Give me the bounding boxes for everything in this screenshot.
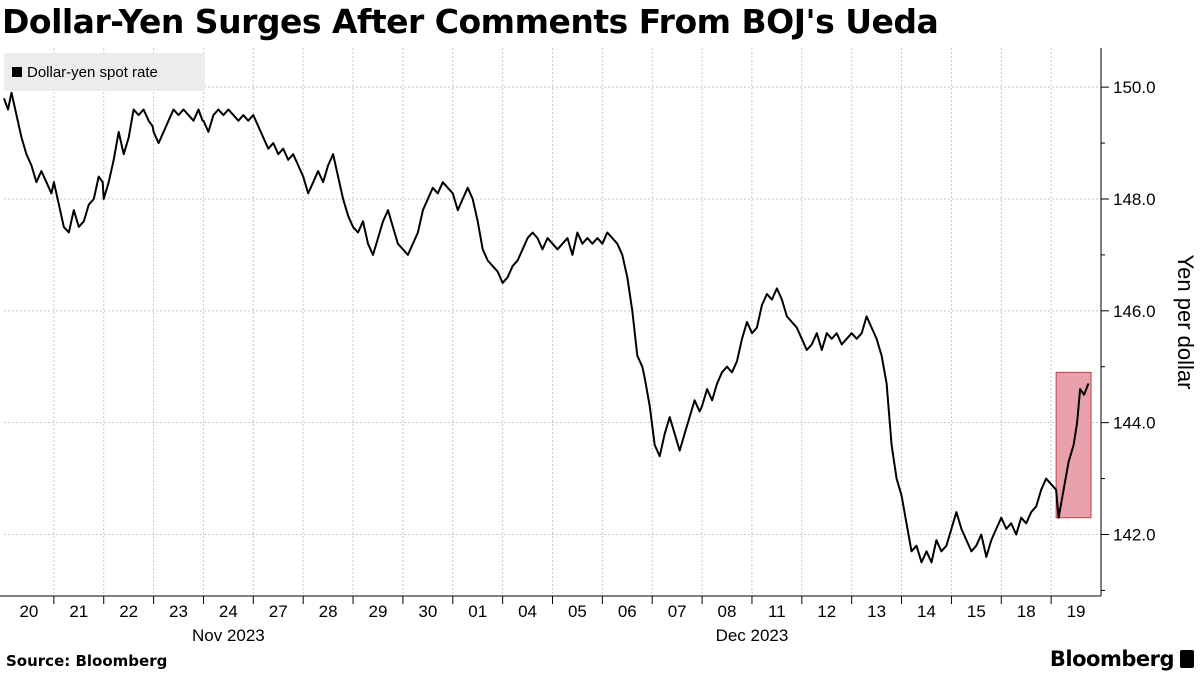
series-layer bbox=[3, 91, 1090, 564]
x-tick-label: 14 bbox=[917, 602, 936, 621]
x-tick-label: 08 bbox=[718, 602, 737, 621]
bloomberg-terminal-icon bbox=[1180, 650, 1194, 668]
x-tick-label: 05 bbox=[568, 602, 587, 621]
y-tick-label: 148.0 bbox=[1113, 190, 1156, 209]
y-tick-label: 144.0 bbox=[1113, 414, 1156, 433]
x-month-label: Dec 2023 bbox=[716, 626, 789, 645]
x-tick-label: 20 bbox=[19, 602, 38, 621]
x-tick-label: 06 bbox=[618, 602, 637, 621]
x-tick-label: 07 bbox=[668, 602, 687, 621]
x-tick-label: 27 bbox=[269, 602, 288, 621]
legend-swatch bbox=[12, 67, 22, 77]
axis-layer: 142.0 144.0 146.0 148.0 150.0 20 21 22 23 24 27 28 2… bbox=[0, 48, 1156, 645]
x-tick-label: 01 bbox=[468, 602, 487, 621]
x-tick-label: 12 bbox=[817, 602, 836, 621]
x-month-label: Nov 2023 bbox=[192, 626, 265, 645]
x-tick-label: 18 bbox=[1017, 602, 1036, 621]
x-tick-label: 28 bbox=[319, 602, 338, 621]
x-tick-label: 13 bbox=[867, 602, 886, 621]
x-tick-label: 24 bbox=[219, 602, 238, 621]
y-axis-label: Yen per dollar bbox=[1173, 254, 1198, 390]
x-tick-label: 15 bbox=[967, 602, 986, 621]
y-tick-label: 142.0 bbox=[1113, 525, 1156, 544]
x-tick-label: 21 bbox=[69, 602, 88, 621]
chart-title: Dollar-Yen Surges After Comments From BO… bbox=[2, 2, 939, 41]
brand-name: Bloomberg bbox=[1049, 647, 1175, 671]
x-tick-label: 11 bbox=[768, 602, 786, 621]
series-line-dollar-yen bbox=[3, 91, 1090, 564]
y-tick-label: 146.0 bbox=[1113, 302, 1156, 321]
x-tick-label: 29 bbox=[369, 602, 388, 621]
source-note: Source: Bloomberg bbox=[6, 652, 168, 670]
x-tick-label: 19 bbox=[1067, 602, 1086, 621]
y-tick-label: 150.0 bbox=[1113, 78, 1156, 97]
legend: Dollar-yen spot rate bbox=[4, 53, 205, 91]
grid-layer bbox=[4, 48, 1101, 596]
x-tick-label: 22 bbox=[119, 602, 138, 621]
x-tick-label: 04 bbox=[518, 602, 537, 621]
legend-label: Dollar-yen spot rate bbox=[27, 63, 158, 81]
bloomberg-logo: Bloomberg bbox=[1050, 647, 1194, 671]
x-tick-label: 23 bbox=[169, 602, 188, 621]
x-tick-label: 30 bbox=[418, 602, 437, 621]
